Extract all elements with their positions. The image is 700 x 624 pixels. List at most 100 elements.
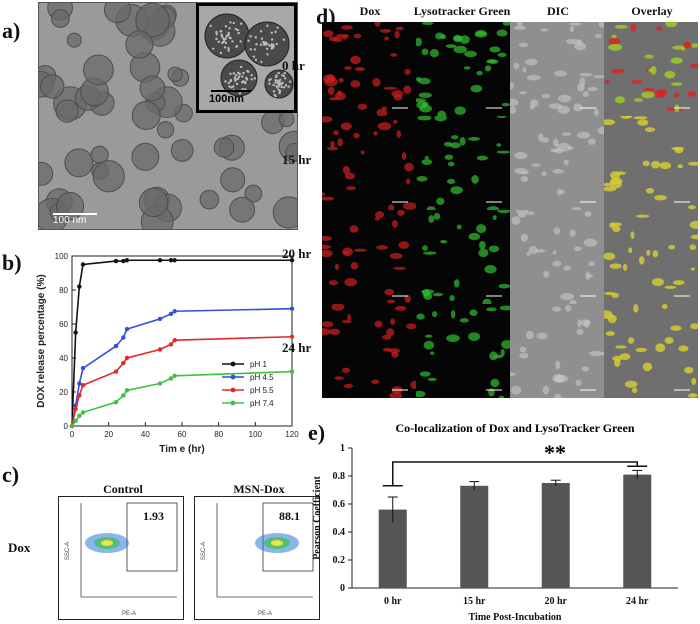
column-header-dox: Dox: [359, 4, 381, 18]
cell-blob: [540, 28, 549, 32]
cell-blob: [419, 371, 431, 377]
cell-blob: [329, 97, 340, 101]
cell-blob: [569, 25, 574, 33]
cell-blob: [690, 234, 698, 240]
cell-blob: [322, 116, 333, 123]
data-point: [172, 373, 177, 379]
cell-blob: [525, 330, 534, 340]
cell-blob: [335, 33, 350, 38]
cell-blob: [453, 45, 467, 54]
nanoparticle: [131, 100, 161, 130]
pore: [249, 35, 252, 38]
x-tick-label: 20 hr: [545, 596, 568, 607]
bar: [378, 509, 407, 588]
cell-blob: [322, 321, 334, 328]
data-point: [77, 381, 82, 386]
cell-blob: [490, 378, 500, 388]
data-point: [121, 335, 126, 340]
pore: [209, 24, 212, 28]
cell-blob: [468, 332, 481, 342]
cell-blob: [396, 130, 402, 139]
x-axis-label: Tim e (hr): [159, 444, 204, 455]
cell-blob: [500, 348, 505, 357]
cell-blob: [644, 127, 656, 132]
cell-blob: [661, 304, 668, 310]
cell-blob: [541, 137, 550, 143]
cell-blob: [529, 105, 535, 110]
x-tick-label: 40: [141, 430, 150, 439]
pore: [224, 41, 228, 45]
cell-blob: [353, 33, 362, 39]
data-point: [121, 258, 126, 264]
gate-box: [126, 502, 178, 572]
cell-blob: [454, 106, 466, 115]
nanoparticle: [131, 142, 160, 171]
tem-inset: 100nm: [196, 3, 297, 113]
cell-blob: [341, 320, 352, 324]
pore: [229, 79, 232, 83]
cell-blob: [668, 244, 675, 250]
pore: [220, 33, 223, 36]
cell-blob: [327, 86, 335, 96]
cell-blob: [434, 116, 447, 122]
cell-blob: [569, 229, 576, 237]
pore: [224, 37, 227, 41]
flow-plot-msn-dox: PE-A SSC-A 88.1: [194, 496, 320, 620]
cell-blob: [659, 161, 672, 170]
cell-blob: [390, 318, 395, 326]
cell-blob: [350, 55, 361, 65]
cell-blob: [604, 79, 610, 85]
cell-blob: [627, 337, 635, 344]
main-scale-label: 100 nm: [53, 215, 87, 226]
cell-blob: [437, 110, 447, 116]
data-point: [77, 413, 82, 418]
nanoparticle: [55, 99, 79, 123]
cell-blob: [561, 132, 572, 136]
nanoparticle: [278, 111, 295, 128]
significance-bracket: [392, 461, 638, 486]
column-header-overlay: Overlay: [631, 4, 673, 18]
cell-blob: [493, 354, 503, 359]
x-axis-label: Time Post-Incubation: [469, 612, 562, 623]
colocalization-chart: Co-localization of Dox and LysoTracker G…: [312, 421, 678, 623]
legend-marker: [230, 387, 236, 393]
pore: [232, 21, 235, 25]
pore: [247, 70, 250, 73]
legend-label: pH 4.5: [250, 373, 274, 382]
cell-blob: [573, 103, 583, 112]
cell-blob: [489, 46, 501, 53]
data-point: [77, 393, 82, 398]
legend-label: pH 7.4: [250, 399, 274, 408]
pore: [274, 30, 277, 34]
cell-blob: [577, 39, 583, 46]
micrograph-cell: [416, 304, 510, 398]
cell-blob: [353, 132, 360, 139]
y-tick-label: 80: [59, 286, 68, 295]
cell-blob: [519, 171, 530, 175]
cell-blob: [333, 130, 340, 136]
cell-blob: [405, 178, 411, 185]
bar: [623, 474, 652, 588]
cell-blob: [501, 339, 510, 349]
pore: [243, 80, 247, 84]
cell-blob: [565, 38, 580, 45]
cell-blob: [534, 249, 546, 253]
cell-blob: [575, 379, 582, 387]
cell-blob: [690, 323, 698, 330]
cell-blob: [648, 68, 654, 73]
nanoparticle: [156, 121, 175, 139]
cell-blob: [417, 116, 432, 121]
micrograph-cell: [322, 22, 416, 116]
cell-blob: [581, 366, 589, 372]
cell-blob: [488, 245, 500, 253]
y-tick-label: 20: [59, 388, 68, 397]
x-tick-label: 0: [70, 430, 75, 439]
cell-blob: [347, 314, 352, 321]
cell-blob: [416, 98, 427, 103]
cell-blob: [526, 251, 531, 256]
cell-blob: [429, 48, 439, 58]
pore: [215, 33, 218, 36]
cell-blob: [470, 84, 483, 93]
data-point: [80, 410, 86, 415]
cell-blob: [416, 175, 428, 182]
